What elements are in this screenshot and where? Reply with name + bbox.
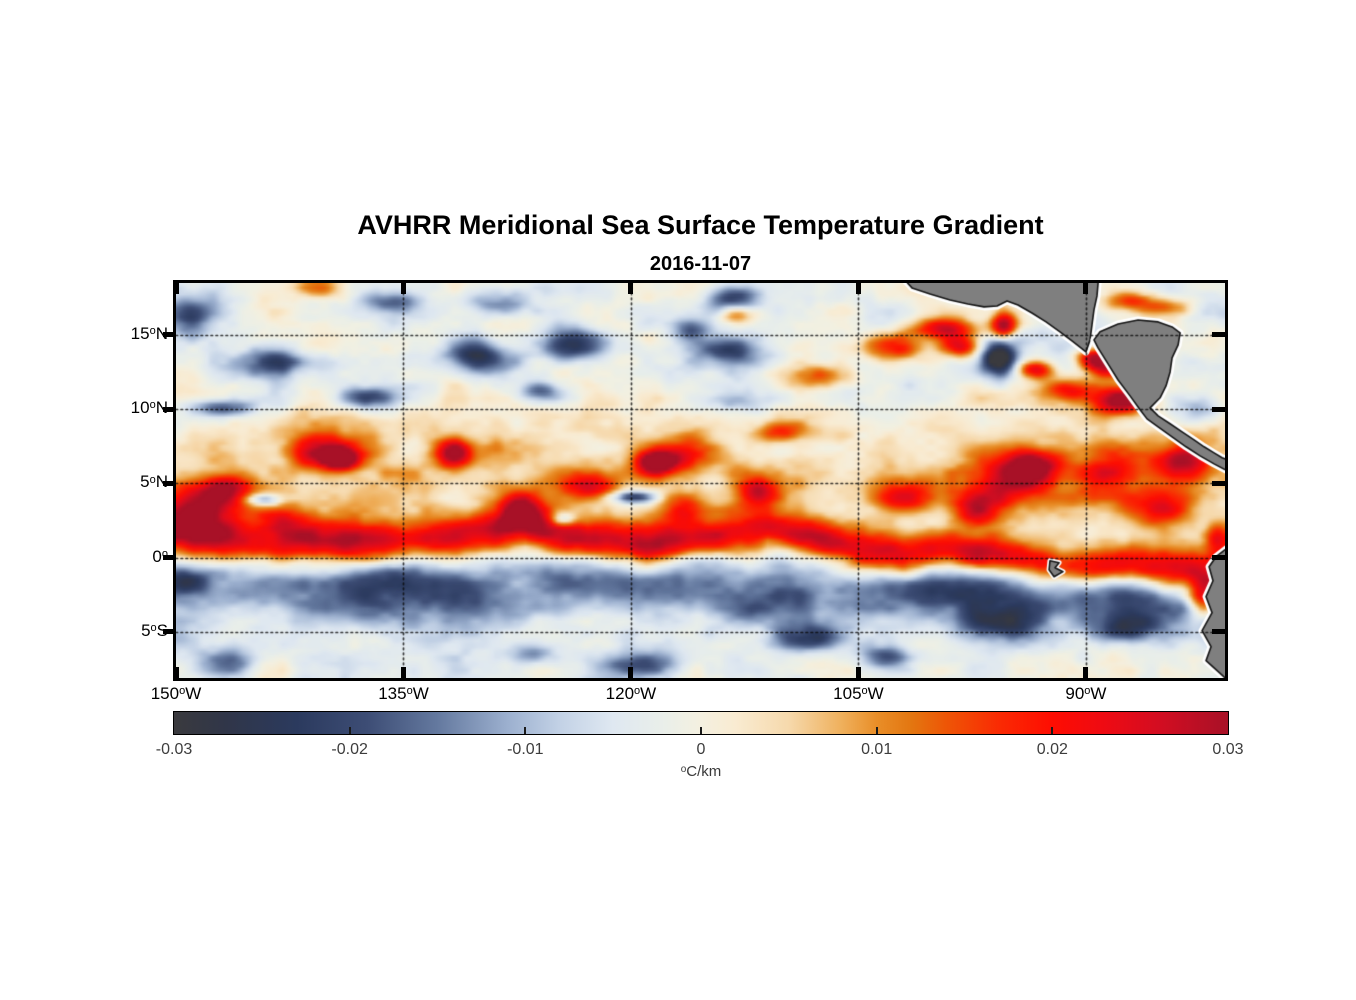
colorbar-tick (700, 727, 702, 734)
sst-gradient-heatmap (176, 283, 1225, 678)
colorbar-tick-label: 0.03 (1212, 741, 1244, 758)
colorbar-tick-label: -0.03 (155, 741, 193, 758)
lat-tick-right (1212, 406, 1225, 412)
lon-tick-label: 150oW (150, 684, 202, 703)
chart-title: AVHRR Meridional Sea Surface Temperature… (357, 210, 1044, 240)
colorbar-tick-label: 0 (696, 741, 706, 758)
chart-date: 2016-11-07 (649, 253, 752, 275)
lon-tick-top (173, 283, 179, 294)
lat-tick-left (163, 332, 176, 338)
lon-tick-top (855, 283, 861, 294)
colorbar-tick (1051, 727, 1054, 734)
lat-tick-left (163, 480, 176, 486)
colorbar-tick-label: -0.02 (331, 741, 368, 758)
lat-tick-right (1212, 332, 1225, 338)
lon-tick-label: 120oW (605, 684, 657, 703)
lon-tick-label: 90oW (1065, 684, 1107, 703)
lat-tick-right (1212, 629, 1225, 635)
colorbar-tick (524, 727, 527, 734)
lat-tick-label: 5oN (140, 472, 168, 492)
lat-tick-label: 5oS (141, 620, 168, 640)
colorbar-gradient (174, 712, 1228, 734)
lat-tick-label: 0o (152, 546, 168, 566)
colorbar-unit-label: oC/km (680, 763, 722, 780)
lon-tick-label: 105oW (833, 684, 884, 703)
lat-tick-label: 15oN (130, 323, 168, 343)
lat-tick-label: 10oN (130, 398, 168, 418)
lon-tick-top (400, 283, 406, 294)
lon-tick-label: 135oW (378, 684, 429, 703)
lon-tick-bottom (855, 667, 861, 678)
lon-tick-bottom (173, 667, 179, 678)
lat-tick-right (1212, 555, 1225, 561)
lat-tick-left (163, 629, 176, 635)
colorbar-tick-label: 0.01 (861, 741, 893, 758)
lat-tick-left (163, 406, 176, 412)
lon-tick-bottom (400, 667, 406, 678)
colorbar-tick (348, 727, 351, 734)
lon-tick-top (628, 283, 634, 294)
colorbar-tick-label: -0.01 (507, 741, 544, 758)
lon-tick-bottom (1083, 667, 1089, 678)
colorbar-tick-label: 0.02 (1036, 741, 1068, 758)
map-plot-area (176, 283, 1225, 678)
colorbar-tick (875, 727, 878, 734)
lon-tick-bottom (628, 667, 634, 678)
lat-tick-right (1212, 480, 1225, 486)
lon-tick-top (1083, 283, 1089, 294)
colorbar (173, 711, 1229, 735)
lat-tick-left (163, 555, 176, 561)
